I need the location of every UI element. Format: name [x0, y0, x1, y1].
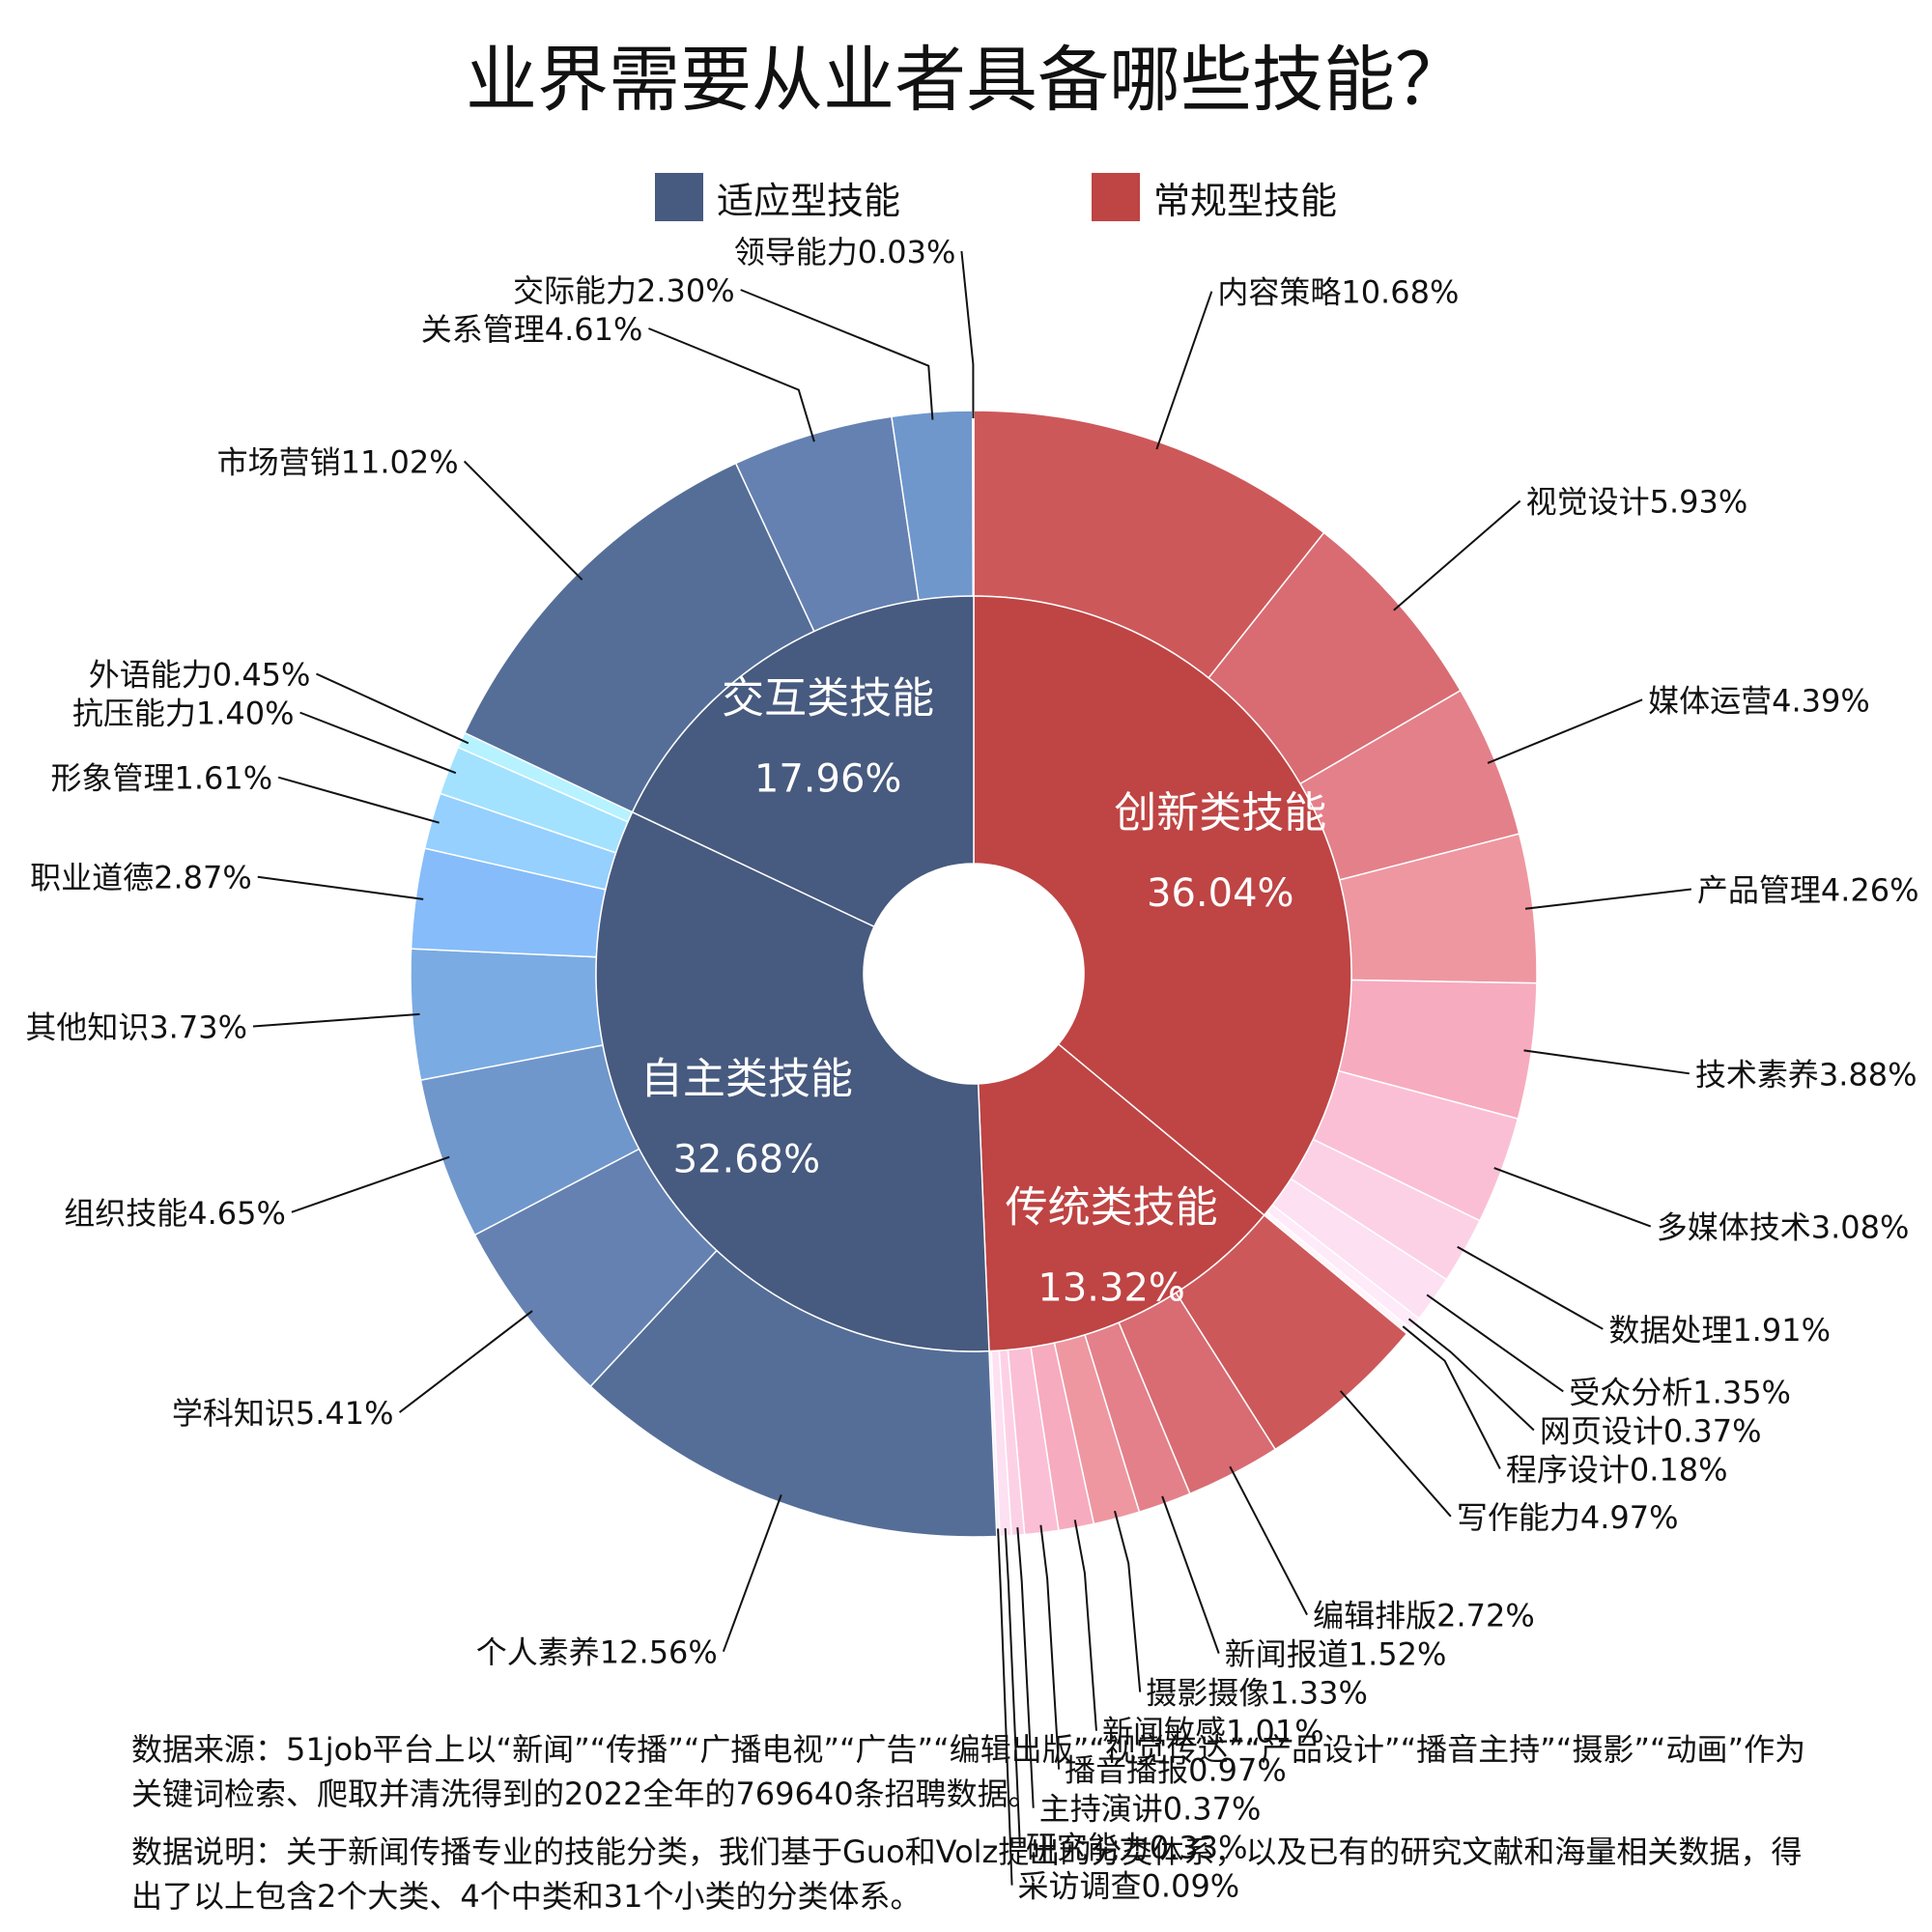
leader-line-领导能力	[960, 250, 975, 419]
leader-line-写作能力	[1339, 1390, 1452, 1518]
chart-title: 业界需要从业者具备哪些技能？	[466, 39, 1466, 122]
leaf-label-新闻报道: 新闻报道1.52%	[1225, 1636, 1447, 1673]
leader-line-交际能力	[740, 289, 934, 420]
leader-line-新闻敏感	[1073, 1520, 1097, 1731]
mid-value-创新类技能: 36.04%	[1147, 871, 1294, 916]
leaf-label-外语能力: 外语能力0.45%	[89, 657, 311, 694]
leaf-label-学科知识: 学科知识5.41%	[172, 1395, 394, 1432]
leaf-label-数据处理: 数据处理1.91%	[1608, 1312, 1831, 1349]
leader-line-编辑排版	[1229, 1465, 1308, 1616]
leader-line-个人素养	[722, 1494, 782, 1653]
leaf-label-写作能力: 写作能力4.97%	[1457, 1499, 1679, 1536]
legend-label-adaptive: 适应型技能	[717, 179, 901, 222]
leader-line-其他知识	[252, 1012, 420, 1028]
leaf-label-受众分析: 受众分析1.35%	[1569, 1374, 1791, 1410]
leaf-label-编辑排版: 编辑排版2.72%	[1313, 1598, 1535, 1634]
mid-label-交互类技能: 交互类技能	[722, 674, 934, 724]
leader-line-职业道德	[257, 875, 424, 900]
leaf-label-媒体运营: 媒体运营4.39%	[1648, 682, 1870, 719]
mid-label-传统类技能: 传统类技能	[1006, 1183, 1218, 1233]
legend-swatch-routine	[1092, 173, 1140, 221]
leaf-label-关系管理: 关系管理4.61%	[421, 311, 643, 348]
leaf-label-形象管理: 形象管理1.61%	[50, 760, 272, 797]
data-description-note: 数据说明：关于新闻传播专业的技能分类，我们基于Guo和Volz提出的分类体系，以…	[131, 1833, 1803, 1915]
leader-line-播音播报	[1039, 1524, 1061, 1770]
leader-line-摄影摄像	[1114, 1510, 1142, 1692]
leader-line-组织技能	[291, 1155, 450, 1213]
leader-line-关系管理	[648, 327, 815, 442]
mid-label-自主类技能: 自主类技能	[640, 1055, 853, 1104]
legend-label-routine: 常规型技能	[1153, 179, 1338, 222]
leader-line-程序设计	[1402, 1325, 1501, 1469]
mid-segment-交互类技能	[631, 595, 975, 928]
mid-labels: 创新类技能 36.04% 传统类技能 13.32% 自主类技能 32.68% 交互类技能 17…	[640, 674, 1326, 1311]
leaf-label-多媒体技术: 多媒体技术3.08%	[1657, 1209, 1910, 1246]
leader-line-受众分析	[1426, 1293, 1564, 1393]
leaf-labels: 内容策略10.68% 视觉设计5.93% 媒体运营4.39% 产品管理4.26% 技术素…	[25, 234, 1918, 1905]
leaf-label-其他知识: 其他知识3.73%	[25, 1009, 247, 1045]
leaf-label-新闻敏感: 新闻敏感1.01%	[1102, 1714, 1324, 1750]
leader-line-产品管理	[1524, 888, 1691, 910]
mid-value-交互类技能: 17.96%	[754, 757, 902, 802]
leader-line-研究能力	[1004, 1528, 1021, 1847]
leader-line-技术素养	[1523, 1049, 1690, 1075]
leaf-label-个人素养: 个人素养12.56%	[476, 1634, 718, 1671]
leader-line-内容策略	[1155, 291, 1213, 450]
leader-line-视觉设计	[1393, 499, 1521, 611]
legend-item-adaptive: 适应型技能	[655, 170, 900, 224]
leaf-label-网页设计: 网页设计0.37%	[1540, 1412, 1762, 1449]
leader-line-抗压能力	[299, 711, 457, 775]
leaf-label-产品管理: 产品管理4.26%	[1697, 872, 1919, 909]
leaf-label-摄影摄像: 摄影摄像1.33%	[1146, 1675, 1368, 1712]
center-hole	[864, 864, 1084, 1084]
leader-line-学科知识	[398, 1310, 533, 1413]
leaf-label-采访调查: 采访调查0.09%	[1018, 1868, 1240, 1905]
leaf-label-交际能力: 交际能力2.30%	[513, 272, 735, 309]
leader-line-媒体运营	[1487, 698, 1643, 764]
leaf-label-研究能力: 研究能力0.33%	[1026, 1830, 1248, 1866]
leaf-label-视觉设计: 视觉设计5.93%	[1526, 484, 1748, 521]
leader-line-网页设计	[1407, 1318, 1535, 1432]
data-source-note: 数据来源：51job平台上以“新闻”“传播”“广播电视”“广告”“编辑出版”“视…	[131, 1731, 1806, 1812]
leader-line-形象管理	[277, 776, 440, 824]
mid-value-传统类技能: 13.32%	[1037, 1266, 1185, 1311]
leaf-segment-领导能力	[972, 410, 975, 597]
leaf-label-技术素养: 技术素养3.88%	[1695, 1056, 1918, 1093]
legend-item-routine: 常规型技能	[1092, 170, 1337, 224]
leaf-label-职业道德: 职业道德2.87%	[30, 860, 252, 896]
leaf-label-市场营销: 市场营销11.02%	[217, 444, 459, 481]
mid-segment-创新类技能	[973, 595, 1352, 1216]
leader-line-主持演讲	[1016, 1527, 1035, 1808]
mid-label-创新类技能: 创新类技能	[1114, 788, 1326, 838]
leaf-label-播音播报: 播音播报0.97%	[1065, 1752, 1287, 1789]
mid-ring	[595, 595, 1352, 1352]
mid-value-自主类技能: 32.68%	[673, 1138, 821, 1182]
leaf-label-内容策略: 内容策略10.68%	[1217, 274, 1459, 311]
leader-line-新闻报道	[1161, 1495, 1220, 1654]
leaf-label-领导能力: 领导能力0.03%	[734, 234, 956, 270]
leader-lines	[252, 250, 1691, 1886]
leader-line-多媒体技术	[1493, 1167, 1652, 1228]
leaf-label-主持演讲: 主持演讲0.37%	[1039, 1791, 1262, 1828]
leader-line-采访调查	[997, 1528, 1013, 1886]
leaf-label-组织技能: 组织技能4.65%	[64, 1195, 286, 1232]
leaf-label-程序设计: 程序设计0.18%	[1506, 1451, 1728, 1488]
leaf-label-抗压能力: 抗压能力1.40%	[72, 696, 295, 732]
leader-line-市场营销	[463, 460, 583, 581]
leader-line-数据处理	[1457, 1245, 1604, 1330]
leaf-ring	[410, 410, 1538, 1538]
legend-swatch-adaptive	[655, 173, 703, 221]
leader-line-外语能力	[316, 672, 469, 745]
